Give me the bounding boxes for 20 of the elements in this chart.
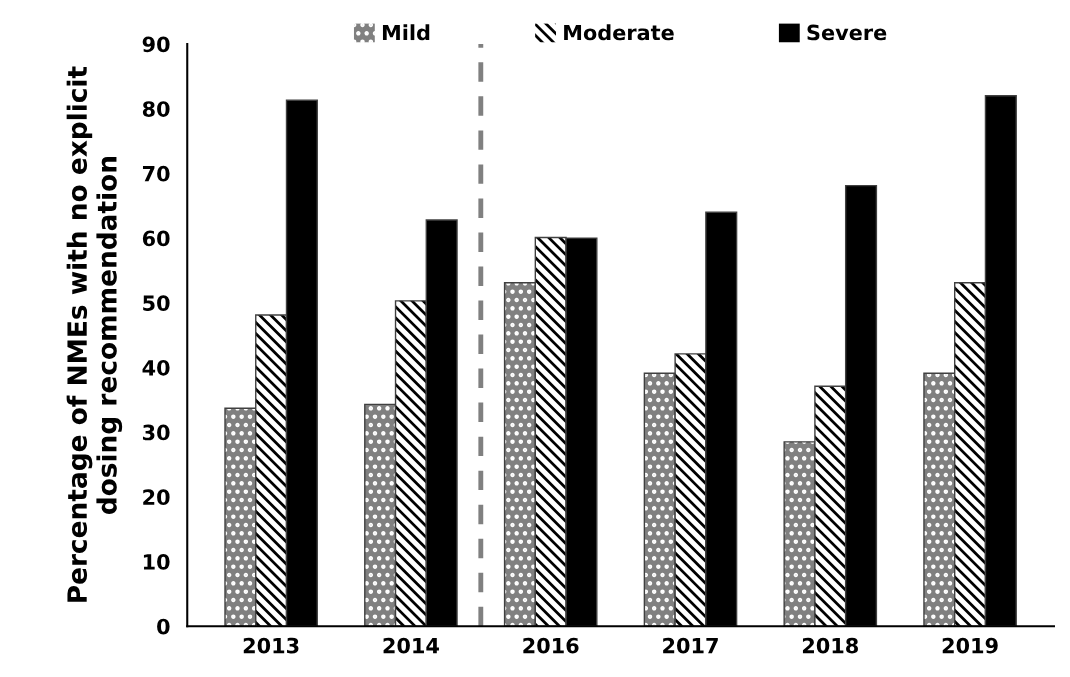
x-tick-label: 2016 [523,637,579,654]
x-tick-label: 2019 [942,637,998,654]
legend-label: Mild [382,24,430,41]
y-tick-label: 50 [143,295,170,311]
x-tick-label: 2014 [383,637,439,654]
y-tick-label: 20 [143,489,170,506]
y-tick-label: 10 [143,553,170,570]
y-tick-label: 80 [142,101,170,117]
x-tick-label: 2017 [663,637,718,654]
y-tick-label: 40 [142,359,170,376]
x-tick-label: 2013 [243,637,299,654]
legend-label: Moderate [564,24,674,41]
x-tick-label: 2018 [802,637,858,654]
y-tick-label: 0 [157,618,170,635]
y-tick-label: 90 [142,36,170,53]
y-tick-label: 30 [142,424,170,441]
y-tick-label: 60 [142,230,170,247]
y-axis-title: Percentage of NMEs with no explicit dosing recommendation [66,66,123,602]
legend-label: Severe [807,24,887,41]
y-tick-label: 70 [142,165,170,182]
